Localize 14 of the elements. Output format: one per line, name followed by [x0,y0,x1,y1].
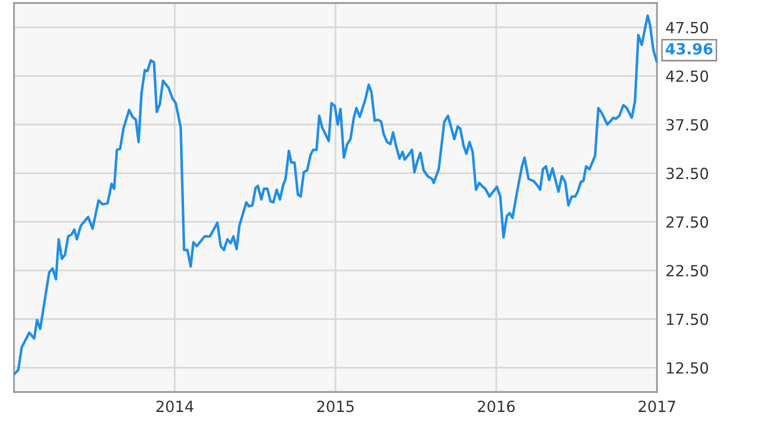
y-tick-label: 47.50 [666,22,708,34]
y-tick-label: 12.50 [667,362,708,374]
x-tick-label: 2016 [478,400,515,412]
y-tick-label: 32.50 [666,168,708,180]
x-tick-label: 2014 [156,400,194,412]
annotation: 43.96 [666,43,713,55]
y-tick-label: 37.50 [666,119,708,131]
x-tick-label: 2015 [317,400,354,412]
line-series [14,14,657,375]
y-tick-label: 27.50 [666,216,708,228]
y-tick-label: 42.50 [666,70,708,82]
y-tick-label: 22.50 [666,264,708,276]
x-tick-label: 2017 [638,400,676,412]
y-tick-label: 17.50 [667,314,708,326]
